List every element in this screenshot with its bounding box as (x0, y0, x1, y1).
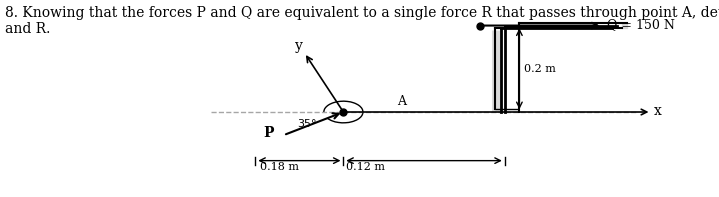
Text: Q = 150 N: Q = 150 N (608, 18, 675, 31)
Text: 0.18 m: 0.18 m (260, 162, 299, 172)
Text: 35°: 35° (297, 119, 316, 129)
Text: 0.2 m: 0.2 m (524, 64, 557, 74)
Text: A: A (397, 95, 406, 108)
Text: x: x (654, 104, 661, 118)
Text: 0.12 m: 0.12 m (346, 162, 385, 172)
Text: y: y (295, 39, 303, 53)
Text: P: P (264, 126, 274, 140)
Text: 8. Knowing that the forces P and Q are equivalent to a single force R that passe: 8. Knowing that the forces P and Q are e… (5, 6, 719, 36)
